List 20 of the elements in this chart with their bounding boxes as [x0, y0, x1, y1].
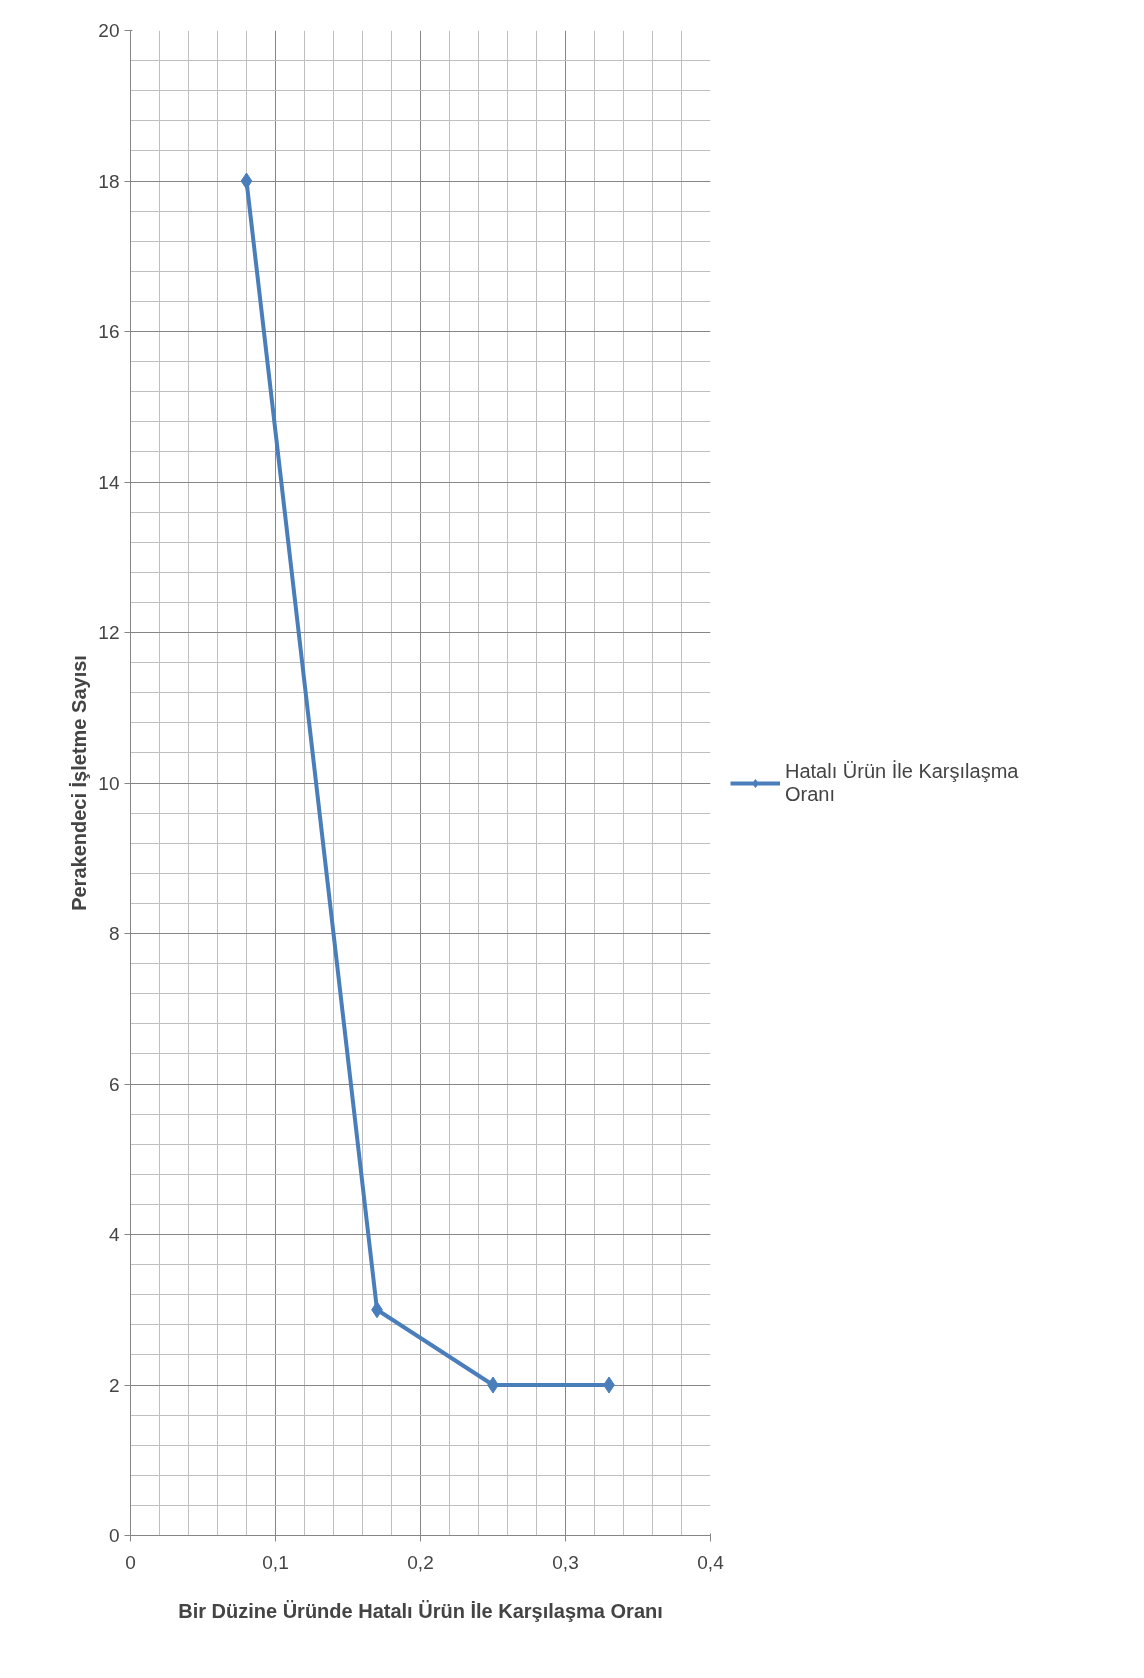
y-tick-label: 18: [98, 170, 120, 192]
legend-label: Hatalı Ürün İle Karşılaşma Oranı: [785, 759, 1019, 806]
x-tick-label: 0,3: [552, 1551, 579, 1573]
y-tick-label: 20: [98, 20, 120, 41]
x-axis-title: Bir Düzine Üründe Hatalı Ürün İle Karşılaşma Oranı: [178, 1599, 663, 1622]
x-tick-label: 0,2: [407, 1551, 434, 1573]
x-tick-label: 0,1: [262, 1551, 289, 1573]
y-tick-label: 12: [98, 622, 120, 643]
x-tick-label: 0,4: [697, 1551, 725, 1573]
y-tick-label: 16: [98, 321, 120, 342]
y-tick-label: 8: [108, 923, 120, 944]
y-tick-label: 2: [108, 1374, 120, 1396]
y-axis-title: Perakendeci İşletme Sayısı: [68, 655, 91, 911]
y-tick-label: 0: [108, 1525, 120, 1546]
point: [240, 172, 253, 190]
y-tick-label: 4: [108, 1224, 120, 1245]
y-tick-label: 6: [108, 1073, 120, 1095]
y-tick-label: 10: [98, 772, 120, 794]
x-tick-label: 0: [125, 1551, 136, 1573]
y-tick-label: 14: [98, 471, 120, 493]
